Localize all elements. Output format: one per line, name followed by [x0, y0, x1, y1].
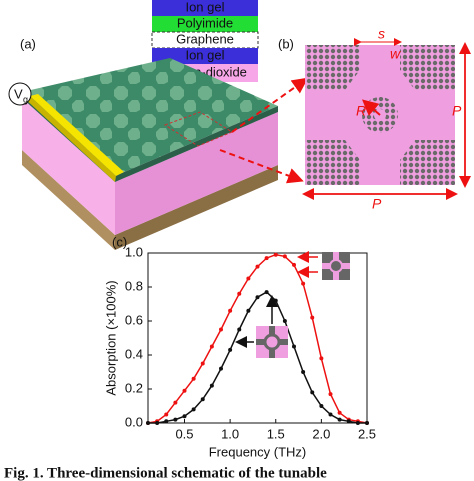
chart: 0.0 0.2 0.4 0.6 0.8 1.0 0.5 1.0 1.5 2.0 2.5 Frequen…	[103, 244, 376, 459]
data-point	[228, 347, 233, 352]
data-point	[264, 256, 269, 261]
x-tick-label: 0.5	[175, 426, 193, 441]
y-tick-label: 0.2	[125, 380, 143, 395]
dimension-label: P	[372, 196, 382, 212]
data-point	[273, 252, 278, 257]
data-point	[255, 264, 260, 269]
insets	[235, 251, 350, 358]
y-tick-label: 0.6	[125, 312, 143, 327]
data-point	[255, 295, 260, 300]
data-point	[319, 404, 324, 408]
layer-label: Polyimide	[177, 15, 233, 30]
data-point	[328, 412, 333, 417]
dimension-label: s	[378, 26, 385, 42]
data-point	[355, 421, 360, 425]
data-point	[310, 390, 315, 395]
data-point	[164, 412, 169, 417]
data-point	[273, 298, 278, 303]
panel-label: (b)	[278, 36, 294, 51]
data-point	[228, 308, 233, 313]
data-point	[191, 407, 196, 412]
x-axis-label: Frequency (THz)	[209, 444, 307, 459]
data-point	[301, 281, 306, 286]
dimension-label: w	[390, 46, 401, 62]
panel-label: (a)	[20, 36, 36, 51]
data-point	[292, 262, 296, 267]
gate-label: V	[14, 86, 23, 101]
gate-label-sub: g	[23, 94, 28, 104]
data-point	[282, 319, 287, 323]
panel-label: (c)	[112, 234, 127, 249]
y-tick-label: 1.0	[125, 244, 143, 259]
data-point	[200, 361, 205, 366]
x-tick-label: 1.5	[267, 426, 285, 441]
data-point	[246, 276, 251, 281]
x-tick-label: 2.0	[312, 426, 330, 441]
data-point	[219, 327, 223, 332]
data-point	[264, 290, 269, 295]
data-point	[209, 383, 214, 388]
data-point	[182, 388, 187, 393]
data-point	[173, 400, 178, 405]
y-tick-label: 0.0	[125, 414, 143, 429]
data-point	[200, 397, 205, 402]
caption: Fig. 1. Three-dimensional schematic of t…	[4, 465, 327, 481]
data-point	[191, 376, 196, 381]
data-point	[301, 370, 306, 374]
layer-label: Ion gel	[185, 47, 224, 62]
y-tick-label: 0.4	[125, 346, 143, 361]
y-tick-label: 0.8	[125, 278, 143, 293]
device	[8, 58, 309, 250]
data-point	[365, 421, 369, 425]
layer-label: Ion gel	[185, 0, 224, 14]
plot-frame	[147, 252, 368, 424]
data-point	[155, 421, 160, 425]
x-tick-label: 2.5	[358, 426, 376, 441]
dimension-label: R	[356, 103, 366, 119]
data-point	[310, 315, 315, 320]
data-point	[219, 366, 223, 371]
y-axis-label: Absorption (×100%)	[103, 280, 118, 395]
data-point	[319, 356, 324, 361]
data-point	[237, 327, 242, 332]
layer-label: Graphene	[176, 31, 234, 46]
data-point	[237, 291, 242, 296]
x-tick-label: 1.0	[221, 426, 239, 441]
data-point	[282, 254, 287, 259]
data-point	[337, 417, 342, 422]
data-point	[337, 410, 342, 415]
data-point	[209, 344, 214, 349]
data-point	[328, 392, 333, 397]
data-point	[346, 419, 351, 424]
data-point	[292, 344, 296, 349]
data-point	[173, 417, 178, 422]
data-point	[182, 414, 187, 419]
data-point	[246, 308, 251, 313]
data-point	[164, 419, 169, 424]
unit-cell	[302, 38, 471, 200]
data-point	[146, 421, 150, 425]
dimension-label: P	[452, 103, 462, 119]
